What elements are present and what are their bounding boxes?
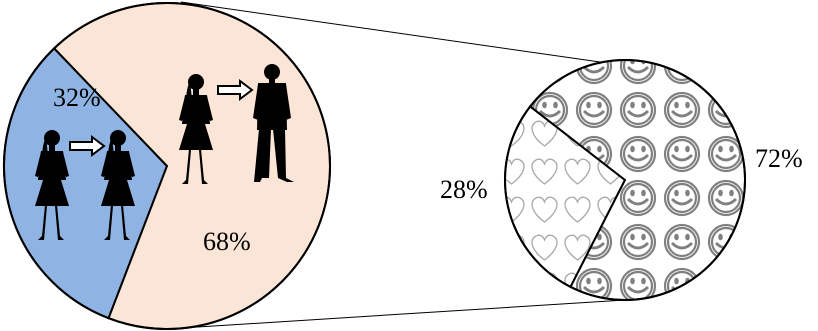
data-label-72: 72% bbox=[755, 144, 803, 173]
connector-line-bottom bbox=[181, 299, 626, 329]
pie-outline bbox=[504, 59, 746, 301]
data-label-28: 28% bbox=[440, 175, 488, 204]
data-label-68: 68% bbox=[203, 227, 251, 256]
pie-outline bbox=[3, 2, 331, 330]
breakdown-pie bbox=[504, 59, 746, 301]
data-label-32: 32% bbox=[53, 83, 101, 112]
connector-line-top bbox=[180, 1, 601, 63]
